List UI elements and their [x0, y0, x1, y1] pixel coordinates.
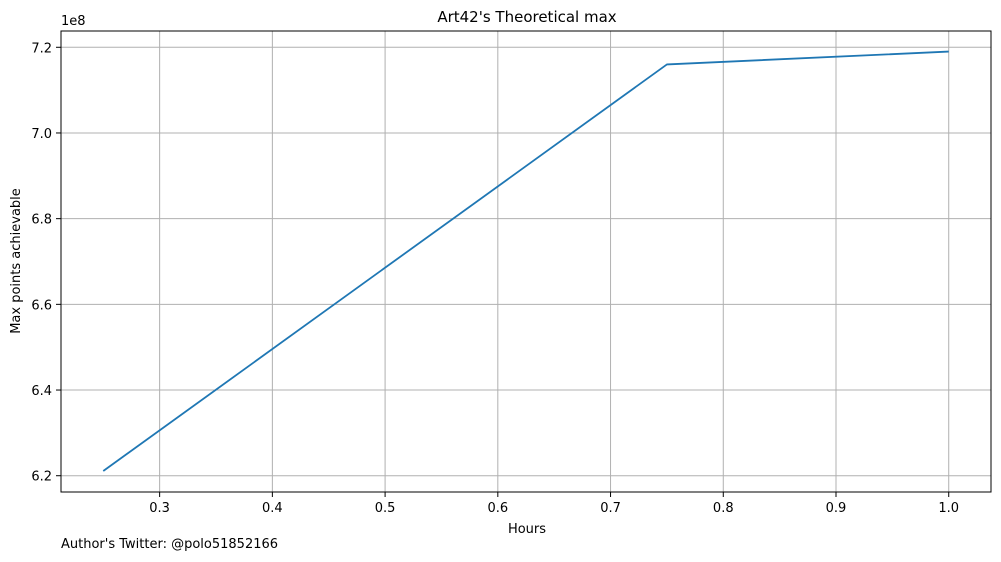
y-axis-offset-label: 1e8: [61, 14, 86, 29]
x-tick-label: 0.6: [487, 501, 508, 516]
x-tick-label: 1.0: [938, 501, 959, 516]
x-tick-label: 0.4: [262, 501, 283, 516]
y-axis-ticks: 6.2 6.4 6.6 6.8 7.0 7.2: [31, 41, 61, 485]
x-tick-label: 0.5: [375, 501, 396, 516]
y-tick-label: 7.2: [31, 41, 52, 56]
y-tick-label: 7.0: [31, 127, 52, 142]
chart-title: Art42's Theoretical max: [437, 8, 616, 26]
x-axis-ticks: 0.3 0.4 0.5 0.6 0.7 0.8 0.9 1.0: [149, 492, 959, 516]
x-tick-label: 0.7: [600, 501, 621, 516]
y-tick-label: 6.8: [31, 213, 52, 228]
x-tick-label: 0.3: [149, 501, 170, 516]
x-tick-label: 0.8: [713, 501, 734, 516]
series-line: [102, 50, 949, 472]
y-tick-label: 6.2: [31, 470, 52, 485]
plot-frame: [60, 30, 992, 493]
x-tick-label: 0.9: [826, 501, 847, 516]
author-credit: Author's Twitter: @polo51852166: [61, 537, 279, 552]
series-layer: [102, 50, 949, 472]
grid: [61, 31, 991, 492]
y-tick-label: 6.4: [31, 384, 52, 399]
y-tick-label: 6.6: [31, 298, 52, 313]
x-axis-label: Hours: [508, 522, 546, 537]
y-axis-label: Max points achievable: [9, 188, 24, 334]
